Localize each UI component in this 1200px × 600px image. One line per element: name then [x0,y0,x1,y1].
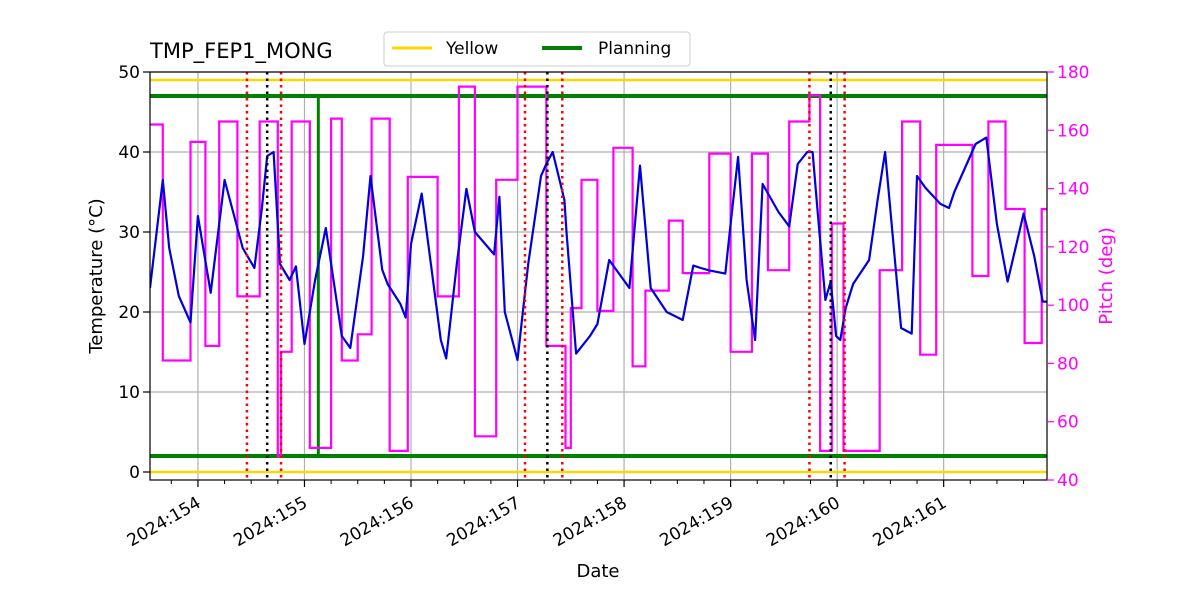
x-tick-label: 2024:159 [657,493,738,551]
plot-area [150,72,1047,480]
y-tick-label: 50 [118,63,140,83]
x-tick-label: 2024:158 [550,493,631,551]
y2-tick-label: 60 [1057,413,1079,433]
x-tick-label: 2024:157 [443,493,524,551]
x-tick-label: 2024:160 [763,493,844,551]
y2-tick-label: 160 [1057,121,1089,141]
chart-title: TMP_FEP1_MONG [149,39,333,64]
x-axis-title: Date [576,561,619,582]
y2-tick-label: 180 [1057,63,1089,83]
y2-tick-label: 120 [1057,238,1089,258]
x-tick-label: 2024:154 [124,493,205,551]
y-tick-label: 0 [129,463,140,483]
plot-frame [149,71,1048,481]
x-tick-label: 2024:161 [870,493,951,551]
pitch-series-line [150,85,1047,458]
legend: Yellow Planning [383,31,691,67]
y2-tick-label: 80 [1057,354,1079,374]
legend-label-planning: Planning [598,39,671,59]
y-tick-label: 10 [118,383,140,403]
y-tick-label: 40 [118,143,140,163]
legend-box [383,31,691,67]
y2-tick-label: 40 [1057,471,1079,491]
y2-tick-label: 100 [1057,296,1089,316]
y-axis-title: Temperature (°C) [86,198,107,354]
x-tick-label: 2024:155 [230,493,311,551]
y2-tick-label: 140 [1057,180,1089,200]
legend-label-yellow: Yellow [445,39,498,59]
x-tick-label: 2024:156 [337,493,418,551]
temperature-series-line [150,136,1047,362]
y-tick-label: 30 [118,223,140,243]
y-tick-label: 20 [118,303,140,323]
y2-axis-title: Pitch (deg) [1096,227,1117,325]
